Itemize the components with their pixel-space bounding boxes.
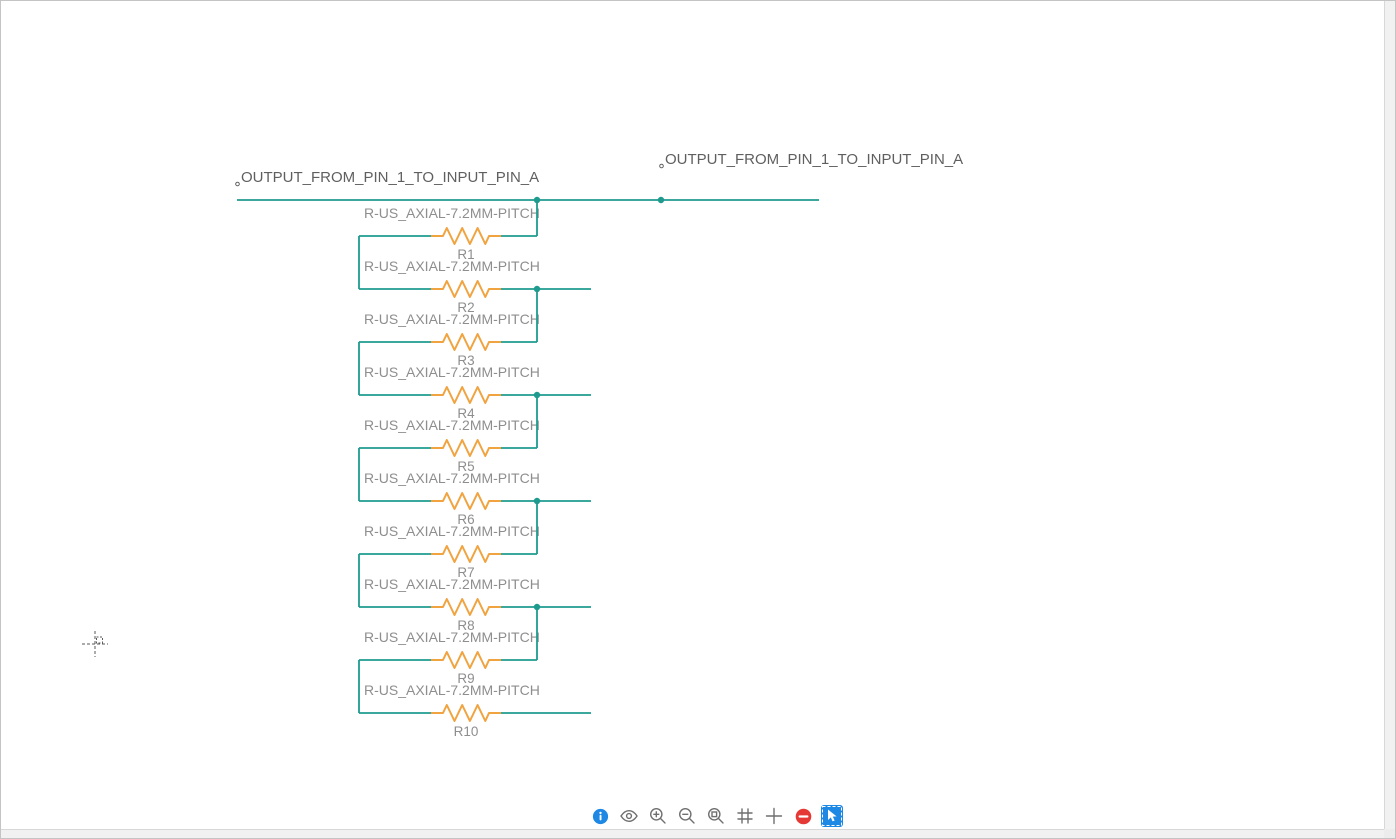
resistor-symbol[interactable] xyxy=(431,492,501,510)
info-icon[interactable] xyxy=(589,805,611,827)
junction-dot[interactable] xyxy=(533,391,541,399)
no-entry-icon[interactable] xyxy=(792,805,814,827)
component-name-label[interactable]: R-US_AXIAL-7.2MM-PITCH xyxy=(364,576,540,592)
cursor-tool-icon[interactable] xyxy=(821,805,843,827)
junction-dot[interactable] xyxy=(533,285,541,293)
grid-icon[interactable] xyxy=(734,805,756,827)
component-name-label[interactable]: R-US_AXIAL-7.2MM-PITCH xyxy=(364,629,540,645)
component-name-label[interactable]: R-US_AXIAL-7.2MM-PITCH xyxy=(364,364,540,380)
component-designator[interactable]: R3 xyxy=(457,353,474,368)
component-name-label[interactable]: R-US_AXIAL-7.2MM-PITCH xyxy=(364,523,540,539)
horizontal-scrollbar[interactable] xyxy=(1,829,1384,838)
resistor-symbol[interactable] xyxy=(431,704,501,722)
resistor-symbol[interactable] xyxy=(431,439,501,457)
schematic-canvas[interactable]: OUTPUT_FROM_PIN_1_TO_INPUT_PIN_A OUTPUT_F… xyxy=(1,1,1384,829)
junction-dot[interactable] xyxy=(533,497,541,505)
component-name-label[interactable]: R-US_AXIAL-7.2MM-PITCH xyxy=(364,311,540,327)
component-designator[interactable]: R8 xyxy=(457,618,474,633)
resistor-symbol[interactable] xyxy=(431,280,501,298)
junction-dot[interactable] xyxy=(533,196,541,204)
junction-dot[interactable] xyxy=(533,603,541,611)
crosshair-icon[interactable] xyxy=(763,805,785,827)
component-designator[interactable]: R5 xyxy=(457,459,474,474)
resistor-symbol[interactable] xyxy=(431,386,501,404)
net-label[interactable]: OUTPUT_FROM_PIN_1_TO_INPUT_PIN_A xyxy=(665,151,963,168)
component-designator[interactable]: R2 xyxy=(457,300,474,315)
resistor-symbol[interactable] xyxy=(431,545,501,563)
component-designator[interactable]: R9 xyxy=(457,671,474,686)
component-designator[interactable]: R4 xyxy=(457,406,475,421)
component-designator[interactable]: R1 xyxy=(457,247,474,262)
zoom-out-icon[interactable] xyxy=(676,805,698,827)
component-name-label[interactable]: R-US_AXIAL-7.2MM-PITCH xyxy=(364,682,540,698)
resistor-symbol[interactable] xyxy=(431,227,501,245)
vertical-scrollbar[interactable] xyxy=(1384,1,1395,829)
junction-dot[interactable] xyxy=(657,196,665,204)
canvas-toolbar xyxy=(587,803,845,829)
component-designator[interactable]: R7 xyxy=(457,565,474,580)
zoom-in-icon[interactable] xyxy=(647,805,669,827)
resistor-symbol[interactable] xyxy=(431,598,501,616)
net-label-anchor xyxy=(659,163,664,169)
component-name-label[interactable]: R-US_AXIAL-7.2MM-PITCH xyxy=(364,258,540,274)
scrollbar-corner xyxy=(1384,829,1395,838)
schematic-drawing: OUTPUT_FROM_PIN_1_TO_INPUT_PIN_A OUTPUT_F… xyxy=(235,151,963,739)
eye-icon[interactable] xyxy=(618,805,640,827)
component-name-label[interactable]: R-US_AXIAL-7.2MM-PITCH xyxy=(364,470,540,486)
zoom-window-icon[interactable] xyxy=(705,805,727,827)
component-designator[interactable]: R10 xyxy=(454,724,479,739)
component-name-label[interactable]: R-US_AXIAL-7.2MM-PITCH xyxy=(364,205,540,221)
component-designator[interactable]: R6 xyxy=(457,512,474,527)
resistor-symbol[interactable] xyxy=(431,333,501,351)
net-label-anchor xyxy=(235,181,240,187)
net-label[interactable]: OUTPUT_FROM_PIN_1_TO_INPUT_PIN_A xyxy=(241,169,539,186)
component-name-label[interactable]: R-US_AXIAL-7.2MM-PITCH xyxy=(364,417,540,433)
resistor-symbol[interactable] xyxy=(431,651,501,669)
